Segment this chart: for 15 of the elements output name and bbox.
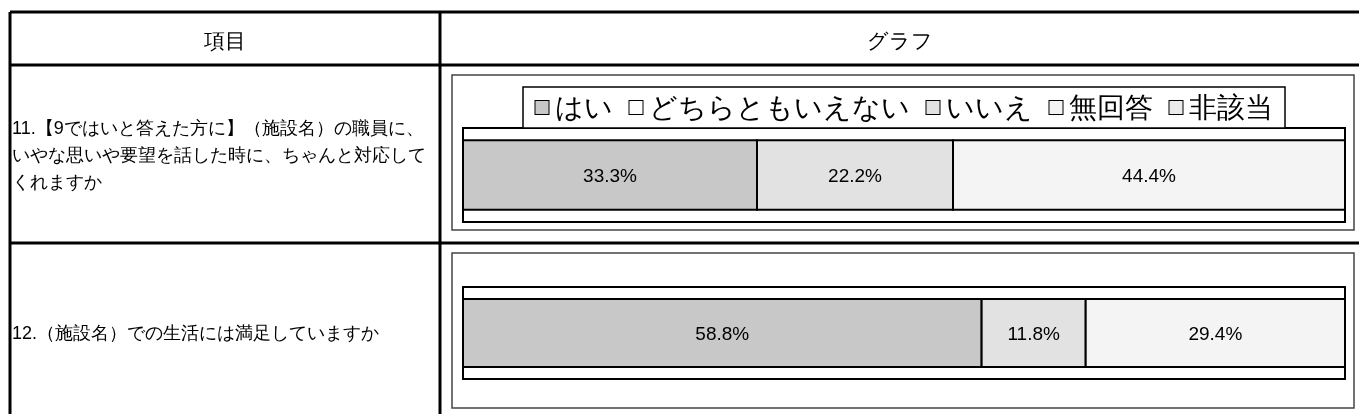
y-tick-label: 11.【9ではいと答えた方に】（施設名）の職員に、いやな思いや要望を話した時に、ちゃんと対応してくれますか <box>12 118 426 192</box>
data-label: 11.8% <box>1007 322 1060 344</box>
data-label: 44.4% <box>1122 164 1177 186</box>
text: グラフ <box>867 29 933 52</box>
legend-label: いいえ <box>946 92 1033 123</box>
data-label: 22.2% <box>828 164 883 186</box>
data-label: 58.8% <box>695 322 750 344</box>
legend-label: 無回答 <box>1069 92 1153 123</box>
y-tick-label: 12.（施設名）での生活には満足していますか <box>12 323 380 343</box>
legend-label: どちらともいえない <box>649 92 910 123</box>
legend-label: はい <box>555 92 613 123</box>
text: 項目 <box>203 29 246 52</box>
data-label: 29.4% <box>1188 322 1243 344</box>
data-label: 33.3% <box>583 164 638 186</box>
legend-label: 非該当 <box>1189 92 1273 123</box>
